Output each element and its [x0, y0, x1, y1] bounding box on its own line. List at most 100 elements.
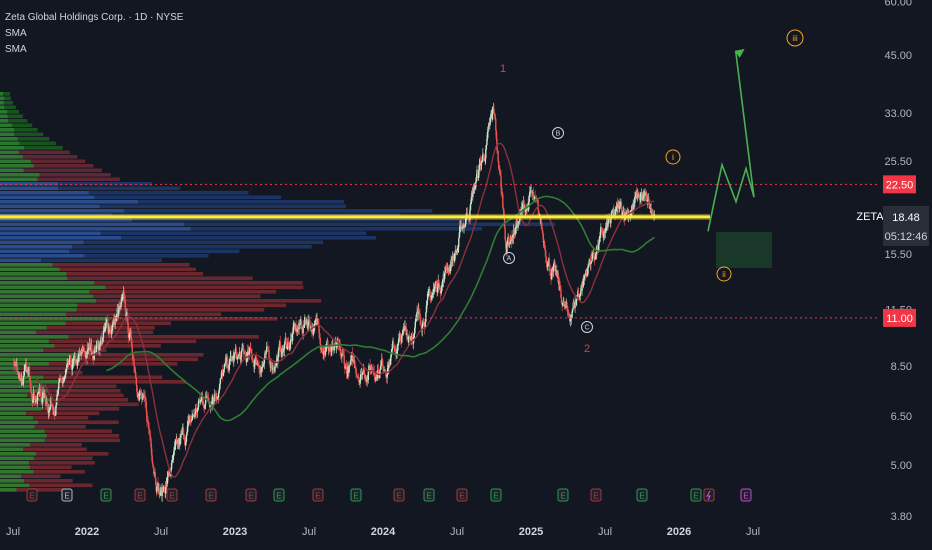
candle-body: [349, 364, 351, 366]
candle-body: [489, 118, 492, 123]
candle-body: [443, 272, 446, 280]
candle-body: [621, 212, 624, 215]
candle-body: [166, 476, 169, 484]
candle-body: [291, 334, 294, 341]
dividend-icon[interactable]: [705, 490, 711, 501]
candle-body: [401, 335, 403, 343]
candle-body: [300, 321, 303, 327]
volume-bar-sell: [0, 119, 28, 123]
earnings-marker[interactable]: [26, 488, 38, 502]
candle-body: [39, 391, 42, 393]
candle-body: [56, 394, 59, 396]
candle-body: [537, 209, 540, 213]
sma-indicator-label-2[interactable]: SMA: [5, 44, 27, 55]
earnings-marker[interactable]: [703, 488, 715, 502]
candle-body: [173, 450, 175, 455]
candle-body: [549, 271, 552, 273]
candle-body: [597, 244, 600, 252]
candle-body: [438, 280, 440, 284]
volume-bar-buy: [0, 488, 17, 492]
earnings-marker[interactable]: [166, 488, 178, 502]
volume-bar-sell: [0, 456, 93, 461]
price-tick: 6.50: [891, 411, 912, 423]
candle-body: [455, 249, 458, 254]
candle-body: [314, 320, 317, 322]
earnings-marker[interactable]: [490, 488, 502, 502]
earnings-marker-label: E: [743, 492, 748, 501]
candle-body: [273, 367, 275, 370]
candle-body: [502, 207, 505, 211]
sma-indicator-label[interactable]: SMA: [5, 28, 27, 39]
candle-body: [43, 392, 45, 398]
candle-body: [502, 194, 504, 208]
earnings-marker[interactable]: [557, 488, 569, 502]
candle-body: [575, 300, 577, 304]
volume-bar-buy: [0, 443, 30, 447]
volume-bar-buy: [0, 474, 22, 479]
earnings-marker[interactable]: [350, 488, 362, 502]
volume-bar-buy: [0, 101, 4, 105]
earnings-marker[interactable]: [273, 488, 285, 502]
candle-body: [495, 130, 498, 139]
target-zone-box[interactable]: [716, 232, 772, 268]
sma-fast-line[interactable]: [35, 142, 655, 478]
candle-body: [136, 391, 139, 398]
candle-body: [482, 153, 484, 157]
earnings-marker[interactable]: [590, 488, 602, 502]
candle-body: [377, 370, 380, 375]
candle-body: [634, 196, 636, 203]
candle-body: [150, 447, 153, 456]
sma-slow-line[interactable]: [106, 195, 655, 422]
volume-bar-sell: [0, 222, 556, 227]
candle-body: [52, 405, 54, 411]
earnings-marker[interactable]: [134, 488, 146, 502]
candle-body: [367, 371, 370, 380]
candle-body: [608, 219, 611, 223]
volume-bar-sell: [0, 317, 278, 321]
candle-body: [611, 211, 614, 213]
earnings-marker[interactable]: [690, 488, 702, 502]
ticker-tag[interactable]: ZETA: [856, 211, 884, 223]
volume-bar-sell: [0, 150, 70, 155]
candle-body: [321, 347, 323, 352]
volume-bar-sell: [0, 339, 197, 344]
earnings-marker[interactable]: [61, 488, 73, 502]
candle-body: [46, 401, 48, 407]
earnings-marker[interactable]: [205, 488, 217, 502]
candle-body: [544, 248, 546, 251]
candle-body: [362, 372, 364, 375]
earnings-marker-label: E: [169, 492, 174, 501]
candle-body: [82, 347, 84, 352]
candle-body: [533, 196, 536, 199]
volume-bar-buy: [0, 263, 53, 267]
earnings-marker[interactable]: [423, 488, 435, 502]
earnings-marker[interactable]: [100, 488, 112, 502]
chart-symbol-title[interactable]: Zeta Global Holdings Corp. · 1D · NYSE: [5, 12, 184, 23]
candle-body: [218, 389, 220, 394]
time-tick: Jul: [6, 526, 20, 538]
candle-body: [36, 392, 39, 401]
candle-body: [227, 363, 229, 369]
earnings-marker[interactable]: [393, 488, 405, 502]
candle-body: [70, 360, 72, 368]
candle-body: [551, 269, 553, 274]
earnings-marker[interactable]: [312, 488, 324, 502]
volume-bar-sell: [0, 240, 324, 245]
projection-path[interactable]: [707, 50, 755, 232]
candle-body: [473, 186, 475, 190]
volume-bar-sell: [0, 168, 102, 173]
candle-body: [386, 374, 388, 378]
candle-body: [102, 337, 104, 343]
earnings-marker[interactable]: [636, 488, 648, 502]
earnings-marker[interactable]: [740, 488, 752, 502]
candle-body: [132, 355, 134, 358]
candle-body: [592, 252, 594, 254]
candle-body: [344, 365, 347, 369]
earnings-marker[interactable]: [456, 488, 468, 502]
candle-body: [355, 368, 357, 374]
candle-body: [476, 169, 479, 176]
candle-body: [44, 393, 47, 400]
candle-body: [539, 214, 542, 224]
earnings-marker[interactable]: [245, 488, 257, 502]
